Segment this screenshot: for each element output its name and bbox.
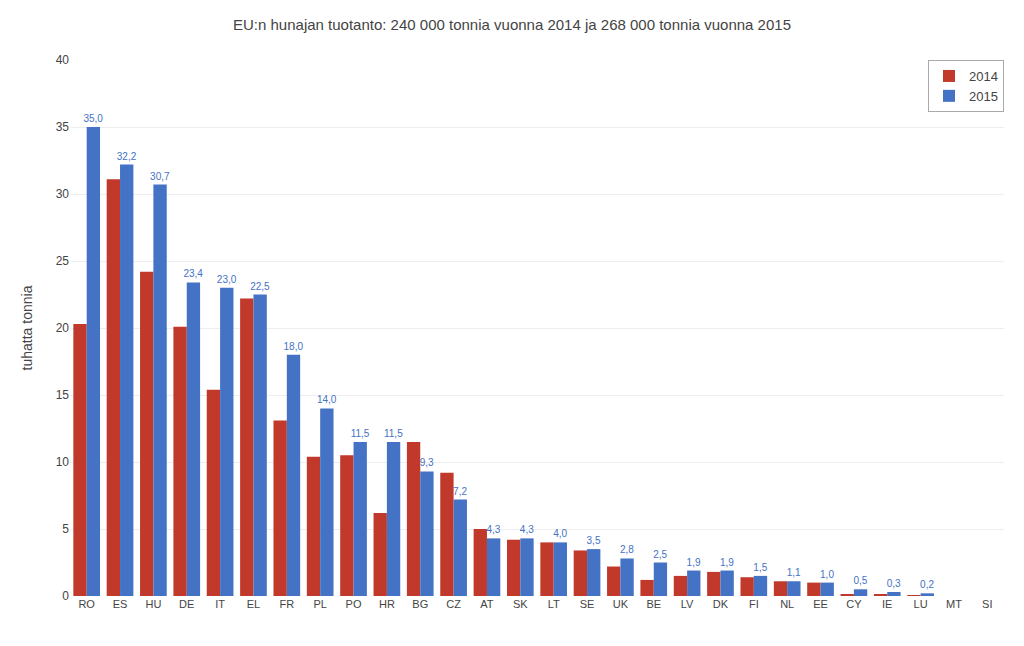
svg-text:PL: PL bbox=[313, 598, 326, 610]
svg-text:NL: NL bbox=[780, 598, 794, 610]
svg-text:CY: CY bbox=[846, 598, 862, 610]
svg-text:AT: AT bbox=[480, 598, 494, 610]
svg-text:2014: 2014 bbox=[969, 69, 998, 84]
svg-text:HR: HR bbox=[379, 598, 395, 610]
svg-text:4,0: 4,0 bbox=[553, 528, 567, 539]
svg-text:HU: HU bbox=[145, 598, 161, 610]
svg-text:40: 40 bbox=[56, 53, 70, 67]
svg-text:FR: FR bbox=[279, 598, 294, 610]
svg-text:EE: EE bbox=[813, 598, 828, 610]
svg-text:PO: PO bbox=[346, 598, 362, 610]
svg-text:35: 35 bbox=[56, 120, 70, 134]
svg-text:BG: BG bbox=[412, 598, 428, 610]
svg-text:LV: LV bbox=[681, 598, 694, 610]
svg-text:1,9: 1,9 bbox=[720, 557, 734, 568]
svg-text:30,7: 30,7 bbox=[150, 171, 170, 182]
svg-text:FI: FI bbox=[749, 598, 759, 610]
svg-text:SE: SE bbox=[580, 598, 595, 610]
svg-text:RO: RO bbox=[78, 598, 95, 610]
svg-text:ES: ES bbox=[113, 598, 128, 610]
svg-text:0,5: 0,5 bbox=[853, 575, 867, 586]
svg-text:1,1: 1,1 bbox=[787, 567, 801, 578]
svg-text:11,5: 11,5 bbox=[384, 428, 403, 439]
svg-text:32,2: 32,2 bbox=[117, 151, 137, 162]
svg-text:30: 30 bbox=[56, 187, 70, 201]
svg-text:IT: IT bbox=[215, 598, 225, 610]
svg-text:3,5: 3,5 bbox=[587, 535, 601, 546]
svg-text:0: 0 bbox=[62, 589, 69, 603]
svg-text:EL: EL bbox=[247, 598, 260, 610]
svg-text:BE: BE bbox=[646, 598, 661, 610]
svg-text:7,2: 7,2 bbox=[453, 486, 467, 497]
svg-text:LT: LT bbox=[548, 598, 560, 610]
svg-text:0,3: 0,3 bbox=[887, 578, 901, 589]
svg-text:CZ: CZ bbox=[446, 598, 461, 610]
svg-text:SK: SK bbox=[513, 598, 528, 610]
svg-text:9,3: 9,3 bbox=[420, 457, 434, 468]
svg-text:0,2: 0,2 bbox=[920, 579, 934, 590]
svg-text:23,0: 23,0 bbox=[217, 274, 237, 285]
svg-text:4,3: 4,3 bbox=[486, 524, 500, 535]
svg-text:tuhatta tonnia: tuhatta tonnia bbox=[19, 285, 35, 370]
svg-text:EU:n hunajan tuotanto: 240 000: EU:n hunajan tuotanto: 240 000 tonnia vu… bbox=[233, 16, 791, 33]
svg-text:22,5: 22,5 bbox=[250, 281, 270, 292]
svg-text:35,0: 35,0 bbox=[83, 113, 103, 124]
svg-text:LU: LU bbox=[914, 598, 928, 610]
svg-text:18,0: 18,0 bbox=[284, 341, 304, 352]
svg-text:5: 5 bbox=[62, 522, 69, 536]
svg-text:UK: UK bbox=[613, 598, 629, 610]
svg-text:1,9: 1,9 bbox=[687, 557, 701, 568]
svg-text:1,5: 1,5 bbox=[753, 562, 767, 573]
svg-text:2,5: 2,5 bbox=[653, 549, 667, 560]
svg-text:IE: IE bbox=[882, 598, 892, 610]
svg-text:4,3: 4,3 bbox=[520, 524, 534, 535]
svg-text:20: 20 bbox=[56, 321, 70, 335]
svg-text:2,8: 2,8 bbox=[620, 544, 634, 555]
svg-text:1,0: 1,0 bbox=[820, 569, 834, 580]
svg-text:15: 15 bbox=[56, 388, 70, 402]
svg-text:DE: DE bbox=[179, 598, 194, 610]
svg-text:SI: SI bbox=[982, 598, 992, 610]
svg-text:2015: 2015 bbox=[969, 89, 998, 104]
svg-text:10: 10 bbox=[56, 455, 70, 469]
svg-text:25: 25 bbox=[56, 254, 70, 268]
svg-text:23,4: 23,4 bbox=[183, 268, 203, 279]
svg-text:11,5: 11,5 bbox=[351, 428, 370, 439]
svg-text:14,0: 14,0 bbox=[317, 394, 337, 405]
svg-text:MT: MT bbox=[946, 598, 962, 610]
svg-text:DK: DK bbox=[713, 598, 729, 610]
